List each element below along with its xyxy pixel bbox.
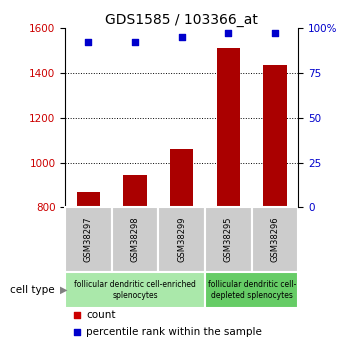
Text: count: count [86, 310, 116, 320]
Bar [112, 207, 158, 272]
Text: ▶: ▶ [60, 285, 67, 295]
Point [74, 329, 80, 334]
Bar [205, 272, 298, 308]
Point [86, 39, 91, 45]
Text: follicular dendritic cell-
depleted splenocytes: follicular dendritic cell- depleted sple… [208, 280, 296, 299]
Text: GSM38298: GSM38298 [131, 217, 140, 263]
Bar [170, 149, 193, 207]
Text: cell type: cell type [10, 285, 55, 295]
Text: percentile rank within the sample: percentile rank within the sample [86, 326, 262, 336]
Point [226, 30, 231, 36]
Text: GSM38299: GSM38299 [177, 217, 186, 262]
Bar [77, 192, 100, 207]
Point [272, 30, 278, 36]
Bar [65, 272, 205, 308]
Title: GDS1585 / 103366_at: GDS1585 / 103366_at [105, 12, 258, 27]
Bar [217, 48, 240, 207]
Text: GSM38296: GSM38296 [271, 217, 280, 263]
Text: follicular dendritic cell-enriched
splenocytes: follicular dendritic cell-enriched splen… [74, 280, 196, 299]
Bar [158, 207, 205, 272]
Bar [65, 207, 112, 272]
Bar [123, 175, 147, 207]
Bar [252, 207, 298, 272]
Point [179, 34, 185, 39]
Bar [205, 207, 252, 272]
Text: GSM38295: GSM38295 [224, 217, 233, 262]
Point [74, 312, 80, 317]
Bar [263, 65, 287, 207]
Text: GSM38297: GSM38297 [84, 217, 93, 263]
Point [132, 39, 138, 45]
